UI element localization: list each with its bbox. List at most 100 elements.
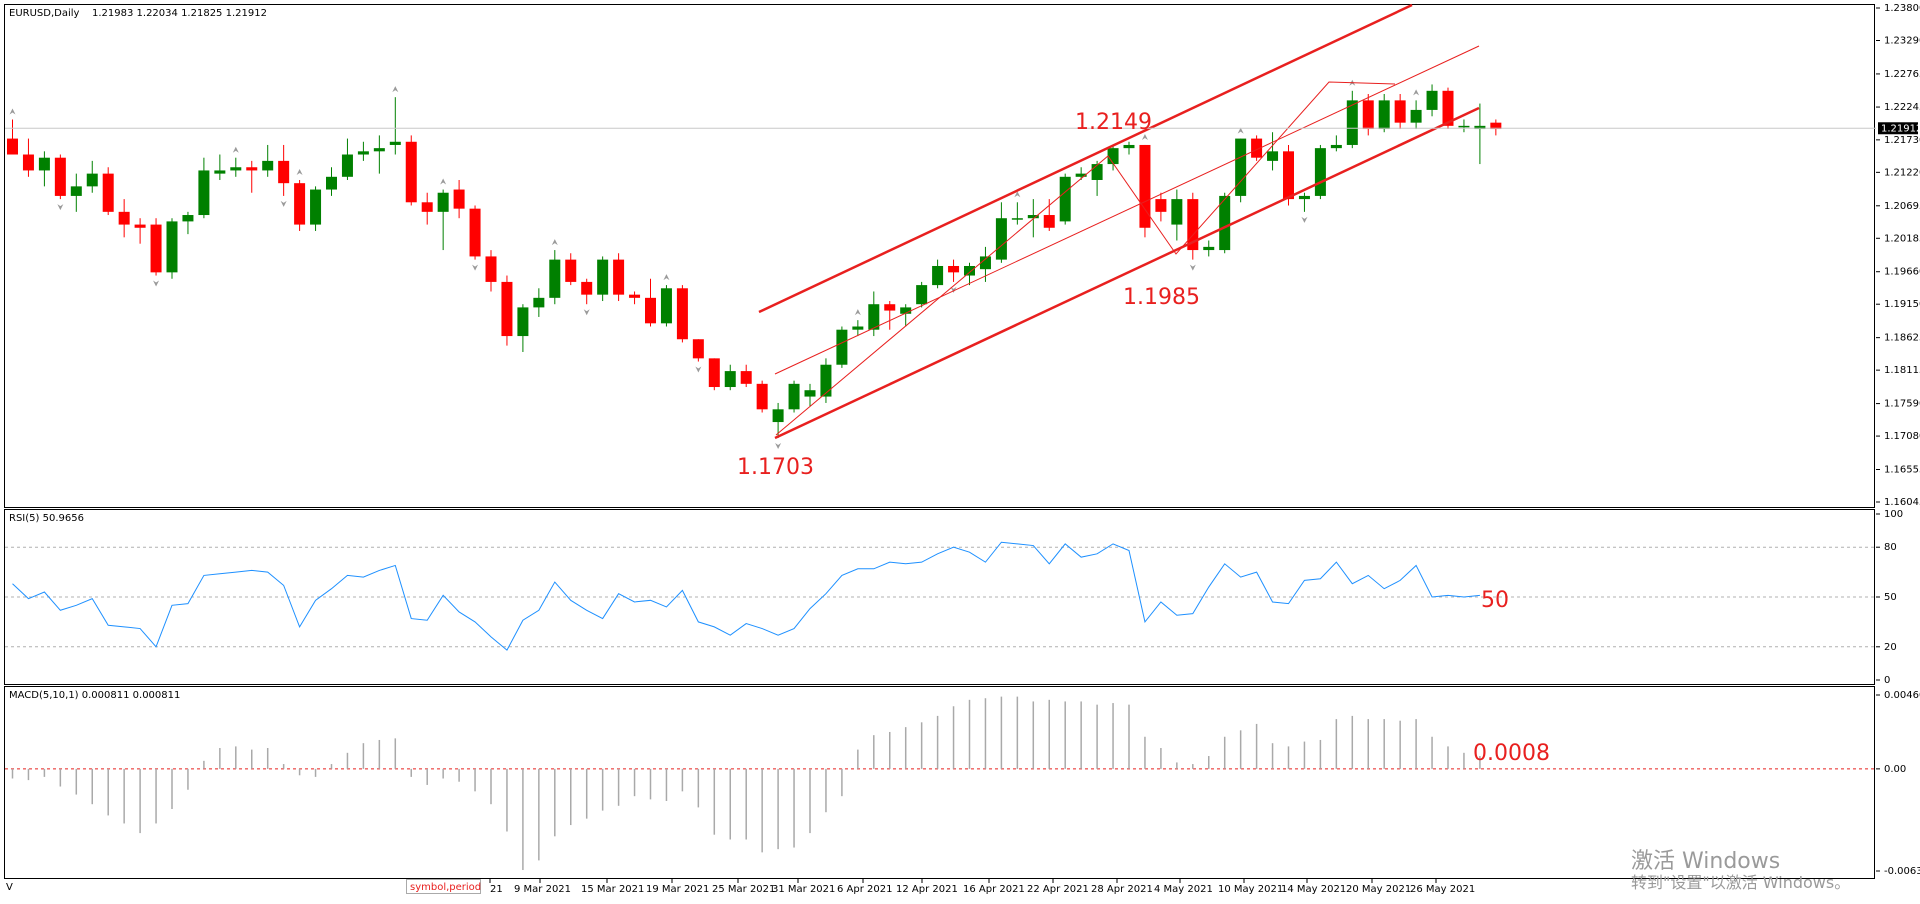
candle-body (1267, 151, 1278, 161)
time-tick-label: 10 May 2021 (1218, 884, 1283, 895)
candle-body (374, 148, 385, 151)
candle-body (119, 212, 130, 225)
price-tick-label: 1.20695 (1884, 201, 1920, 212)
candle-body (533, 298, 544, 308)
candle-body (773, 409, 784, 422)
candle-body (103, 174, 114, 212)
candle-body (326, 177, 337, 190)
time-tick-label: 12 Apr 2021 (896, 884, 958, 895)
candle-body (39, 158, 50, 171)
time-tick-label: 20 May 2021 (1346, 884, 1411, 895)
candle-body (1012, 218, 1023, 220)
candle-body (342, 155, 353, 177)
ohlc-label: 1.21983 1.22034 1.21825 1.21912 (92, 8, 267, 19)
time-tick-label: 6 Apr 2021 (837, 884, 892, 895)
price-tick-label: 1.20185 (1884, 233, 1920, 244)
candle-body (645, 298, 656, 323)
candle-body (55, 158, 66, 196)
annotation-low: 1.1703 (737, 455, 814, 480)
candle-body (438, 193, 449, 212)
candle-body (262, 161, 273, 171)
candle-body (1395, 100, 1406, 122)
time-tick-label: 15 Mar 2021 (581, 884, 644, 895)
time-tick-label: 26 May 2021 (1410, 884, 1475, 895)
time-tick-label: 31 Mar 2021 (772, 884, 835, 895)
candle-body (517, 307, 528, 336)
watermark-line1: 激活 Windows (1631, 849, 1780, 874)
candle-body (1060, 177, 1071, 222)
candle-body (1363, 100, 1374, 129)
annotation-rsi: 50 (1481, 588, 1509, 613)
time-tick-label: 4 May 2021 (1154, 884, 1213, 895)
candle-body (996, 218, 1007, 259)
candle-body (725, 371, 736, 387)
time-tick-label: 9 Mar 2021 (514, 884, 571, 895)
annotation-macd: 0.0008 (1473, 741, 1550, 766)
price-tick-label: 1.17590 (1884, 399, 1920, 410)
candle-body (390, 142, 401, 145)
rsi-label: RSI(5) 50.9656 (9, 513, 84, 524)
candle-body (613, 260, 624, 295)
candle-body (135, 225, 146, 228)
annotation-high: 1.2149 (1075, 110, 1152, 135)
candle-body (805, 390, 816, 396)
candle-body (358, 151, 369, 154)
candle-body (741, 371, 752, 384)
candle-body (87, 174, 98, 187)
price-tick-label: 1.21220 (1884, 167, 1920, 178)
candle-body (182, 215, 193, 221)
price-tick-label: 1.23290 (1884, 35, 1920, 46)
price-tick-label: 1.22765 (1884, 69, 1920, 80)
price-tick-label: 1.22245 (1884, 102, 1920, 113)
candle-body (151, 225, 162, 273)
candle-body (1171, 199, 1182, 224)
candle-body (1092, 164, 1103, 180)
candle-body (964, 266, 975, 276)
price-tick-label: 1.19150 (1884, 299, 1920, 310)
candle-body (789, 384, 800, 409)
rsi-tick-label: 80 (1884, 542, 1897, 553)
candle-body (629, 295, 640, 298)
candle-body (1155, 199, 1166, 212)
macd-tick-label: -0.006361 (1884, 866, 1920, 877)
candle-body (454, 190, 465, 209)
time-tick-label: 21 (490, 884, 503, 895)
candle-body (932, 266, 943, 285)
price-tick-label: 1.16555 (1884, 465, 1920, 476)
candle-body (230, 167, 241, 170)
candle-body (1411, 110, 1422, 123)
macd-tick-label: 0.00 (1884, 764, 1906, 775)
corner-glyph: V (6, 882, 13, 893)
candle-body (852, 327, 863, 330)
candle-body (661, 288, 672, 323)
candle-body (757, 384, 768, 409)
time-tick-label: 28 Apr 2021 (1091, 884, 1153, 895)
time-tick-label: 19 Mar 2021 (646, 884, 709, 895)
time-tick-label: 16 Apr 2021 (963, 884, 1025, 895)
candle-body (549, 260, 560, 298)
time-tick-label: 25 Mar 2021 (712, 884, 775, 895)
candle-body (1108, 148, 1119, 164)
candle-body (246, 167, 257, 170)
candle-body (486, 256, 497, 281)
candle-body (1379, 100, 1390, 129)
candle-body (278, 161, 289, 183)
price-pane: 1.238001.232901.227651.222451.217301.212… (5, 3, 1920, 508)
candle-body (1283, 151, 1294, 199)
price-tick-label: 1.16045 (1884, 497, 1920, 508)
watermark-line2: 转到"设置"以激活 Windows。 (1631, 873, 1850, 892)
rsi-tick-label: 100 (1884, 509, 1903, 520)
candle-body (1044, 215, 1055, 228)
candle-body (1315, 148, 1326, 196)
candle-body (677, 288, 688, 339)
candle-body (1458, 126, 1469, 128)
rsi-tick-label: 0 (1884, 675, 1890, 686)
time-tick-label: 22 Apr 2021 (1027, 884, 1089, 895)
candle-body (1331, 145, 1342, 148)
candle-body (581, 282, 592, 295)
candle-body (406, 142, 417, 203)
price-tick-label: 1.23800 (1884, 3, 1920, 14)
candle-body (167, 221, 178, 272)
current-price-label: 1.21912 (1881, 123, 1920, 134)
candle-body (1427, 91, 1438, 110)
